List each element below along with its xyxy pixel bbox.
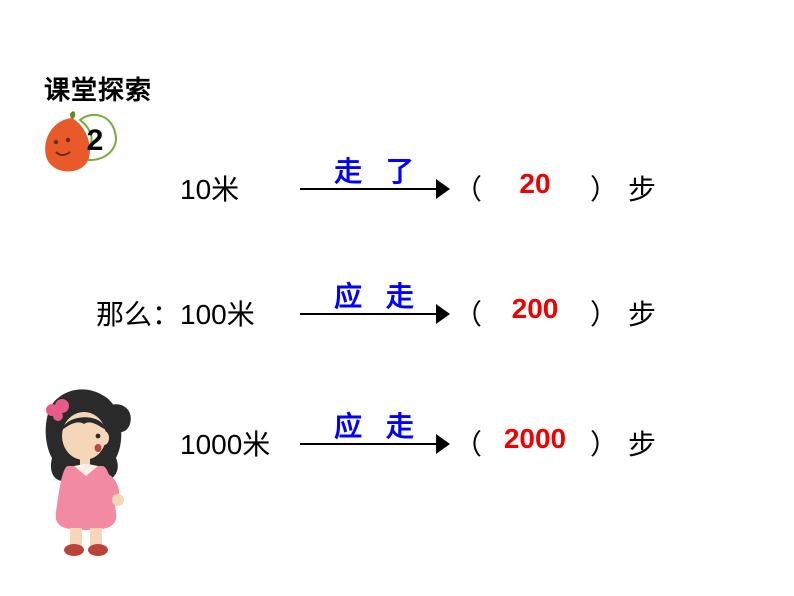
arrow-label-1: 走 了 bbox=[300, 150, 450, 190]
unit-3: 步 bbox=[628, 423, 656, 463]
paren-open-3: （ bbox=[454, 423, 482, 463]
paren-close-3: ） bbox=[590, 423, 618, 463]
row-2: 那么： 100米 应 走 （ 200 ） 步 bbox=[0, 275, 700, 355]
arrow-1: 走 了 bbox=[300, 150, 450, 200]
unit-2: 步 bbox=[628, 293, 656, 333]
prefix-2: 那么： bbox=[96, 293, 180, 333]
arrow-line-icon bbox=[300, 188, 438, 190]
arrow-label-3: 应 走 bbox=[300, 405, 450, 445]
paren-close-2: ） bbox=[590, 293, 618, 333]
arrow-2: 应 走 bbox=[300, 275, 450, 325]
distance-1: 10米 bbox=[180, 168, 239, 208]
answer-3: 2000 bbox=[490, 423, 580, 455]
unit-1: 步 bbox=[628, 168, 656, 208]
page-title: 课堂探索 bbox=[44, 70, 152, 107]
arrow-head-icon bbox=[436, 304, 450, 324]
paren-open-2: （ bbox=[454, 293, 482, 333]
arrow-label-2: 应 走 bbox=[300, 275, 450, 315]
row-1: 10米 走 了 （ 20 ） 步 bbox=[0, 150, 700, 230]
paren-close-1: ） bbox=[590, 168, 618, 208]
answer-2: 200 bbox=[490, 293, 580, 325]
arrow-3: 应 走 bbox=[300, 405, 450, 455]
paren-open-1: （ bbox=[454, 168, 482, 208]
answer-1: 20 bbox=[490, 168, 580, 200]
arrow-head-icon bbox=[436, 434, 450, 454]
arrow-line-icon bbox=[300, 443, 438, 445]
distance-3: 1000米 bbox=[180, 423, 270, 463]
distance-2: 100米 bbox=[180, 293, 255, 333]
girl-icon bbox=[38, 380, 148, 560]
arrow-head-icon bbox=[436, 179, 450, 199]
arrow-line-icon bbox=[300, 313, 438, 315]
